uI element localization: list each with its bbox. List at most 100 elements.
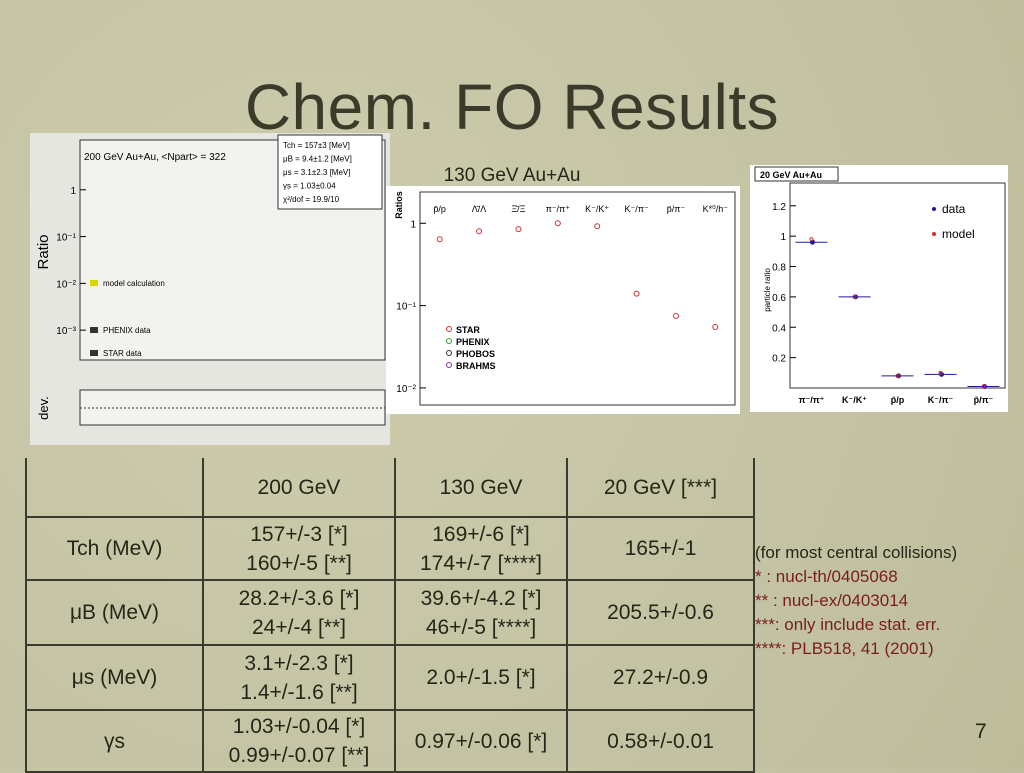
value-line: 1.03+/-0.04 [*]: [232, 715, 366, 738]
legend-label: STAR data: [103, 349, 142, 358]
value-cell: 0.58+/-0.01: [566, 709, 755, 773]
value-line: 165+/-1: [624, 537, 697, 560]
value-cell: 39.6+/-4.2 [*] 46+/-5 [****]: [394, 579, 568, 646]
legend-label: model calculation: [103, 279, 165, 288]
value-line: 0.97+/-0.06 [*]: [414, 729, 548, 753]
fit-line: γs = 1.03±0.04: [283, 182, 336, 191]
value-cell: 205.5+/-0.6: [566, 579, 755, 646]
y-label: Ratio: [35, 234, 52, 269]
plot-title: 20 GeV Au+Au: [760, 170, 822, 180]
value-line: 157+/-3 [*]: [250, 522, 348, 546]
x-category: K⁻/K⁺: [842, 395, 867, 405]
data-point: [896, 373, 901, 379]
model-point: [895, 373, 900, 378]
data-point: [515, 226, 522, 233]
data-point: [436, 236, 443, 243]
results-table: 200 GeV 130 GeV 20 GeV [***] Tch (MeV) 157+/…: [25, 458, 755, 773]
y-tick-label: 0.2: [772, 354, 786, 365]
data-point: [594, 223, 601, 230]
y-label: Ratios: [394, 191, 404, 219]
y-tick-label: 1: [70, 186, 76, 197]
legend-label: STAR: [456, 325, 480, 335]
value-cell: 28.2+/-3.6 [*] 24+/-4 [**]: [202, 579, 396, 646]
table-row: μs (MeV) 3.1+/-2.3 [*] 1.4+/-1.6 [**] 2.0+/…: [25, 644, 755, 711]
y-tick-label: 10⁻³: [56, 326, 76, 337]
fit-line: μB = 9.4±1.2 [MeV]: [283, 155, 352, 164]
legend-swatch: [90, 327, 98, 333]
data-point: [633, 290, 640, 297]
note-line: (for most central collisions): [755, 543, 958, 562]
value-cell: 2.0+/-1.5 [*]: [394, 644, 568, 711]
value-cell: 1.03+/-0.04 [*] 0.99+/-0.07 [**]: [202, 709, 396, 773]
x-category: K⁻/K⁺: [585, 204, 609, 214]
header-cell: 200 GeV: [202, 458, 396, 518]
page-number: 7: [975, 720, 987, 743]
y-tick-label: 1: [410, 219, 416, 230]
data-point: [982, 383, 987, 389]
model-point: [938, 370, 943, 375]
fit-line: χ²/dof = 19.9/10: [283, 195, 340, 204]
value-cell: 0.97+/-0.06 [*]: [394, 709, 568, 773]
legend-swatch: [90, 350, 98, 356]
dev-label: dev.: [36, 396, 51, 420]
y-tick-label: 1.2: [772, 202, 786, 213]
value-line: 46+/-5 [****]: [425, 615, 537, 639]
model-point: [852, 294, 857, 299]
y-tick-label: 0.8: [772, 263, 786, 274]
note-line: ***: only include stat. err.: [755, 615, 941, 634]
value-line: 39.6+/-4.2 [*]: [420, 586, 542, 610]
x-category: Ξ̄/Ξ: [511, 204, 525, 214]
table-row: Tch (MeV) 157+/-3 [*] 160+/-5 [**] 169+/-6 …: [25, 516, 755, 581]
value-line: 1.4+/-1.6 [**]: [240, 680, 358, 704]
legend-label: BRAHMS: [456, 361, 496, 371]
y-tick-label: 10⁻²: [56, 279, 76, 290]
fit-line: Tch = 157±3 [MeV]: [283, 141, 350, 150]
x-category: π⁻/π⁺: [799, 395, 825, 405]
note-line: ****: PLB518, 41 (2001): [755, 639, 934, 658]
value-line: 3.1+/-2.3 [*]: [244, 651, 354, 675]
x-category: π⁻/π⁺: [546, 204, 571, 214]
header-cell: 20 GeV [***]: [566, 458, 755, 518]
value-cell: 3.1+/-2.3 [*] 1.4+/-1.6 [**]: [202, 644, 396, 711]
data-point: [853, 294, 858, 300]
figure-middle-bg: [386, 186, 740, 414]
row-label: γs: [25, 709, 204, 773]
note-line: * : nucl-th/0405068: [755, 567, 898, 586]
legend-label: data: [942, 202, 966, 216]
data-point: [672, 312, 679, 319]
legend-swatch: [90, 280, 98, 286]
slide-title: Chem. FO Results: [244, 71, 780, 143]
legend-label: PHOBOS: [456, 349, 495, 359]
legend-marker: [932, 207, 936, 211]
plot-frame: [789, 182, 1006, 389]
fit-box: [277, 134, 383, 210]
header-cell: 130 GeV: [394, 458, 568, 518]
table-row: μB (MeV) 28.2+/-3.6 [*] 24+/-4 [**] 39.6+/-…: [25, 579, 755, 646]
legend-marker: [446, 338, 452, 344]
value-line: 24+/-4 [**]: [252, 615, 346, 639]
value-line: 28.2+/-3.6 [*]: [238, 586, 360, 610]
model-point: [809, 237, 814, 242]
y-label: particle ratio: [763, 268, 772, 312]
y-tick-label: 10⁻¹: [56, 233, 76, 244]
data-point: [712, 323, 719, 330]
row-label: μB (MeV): [25, 579, 204, 646]
value-line: 205.5+/-0.6: [607, 601, 714, 624]
figure-caption: 130 GeV Au+Au: [444, 165, 581, 186]
value-line: 0.58+/-0.01: [607, 729, 714, 753]
value-cell: 169+/-6 [*] 174+/-7 [****]: [394, 516, 568, 581]
figure-right-bg: [750, 165, 1008, 412]
x-category: p̄/π⁻: [974, 395, 994, 405]
legend-label: model: [942, 227, 975, 241]
y-tick-label: 10⁻²: [396, 384, 416, 395]
y-tick-label: 0.4: [772, 323, 786, 334]
legend-marker: [446, 362, 452, 368]
value-line: 0.99+/-0.07 [**]: [228, 744, 370, 767]
value-cell: 157+/-3 [*] 160+/-5 [**]: [202, 516, 396, 581]
model-point: [981, 384, 986, 389]
data-point: [554, 220, 561, 227]
x-category: p̄/π⁻: [667, 204, 686, 214]
fit-line: μs = 3.1±2.3 [MeV]: [283, 168, 350, 177]
